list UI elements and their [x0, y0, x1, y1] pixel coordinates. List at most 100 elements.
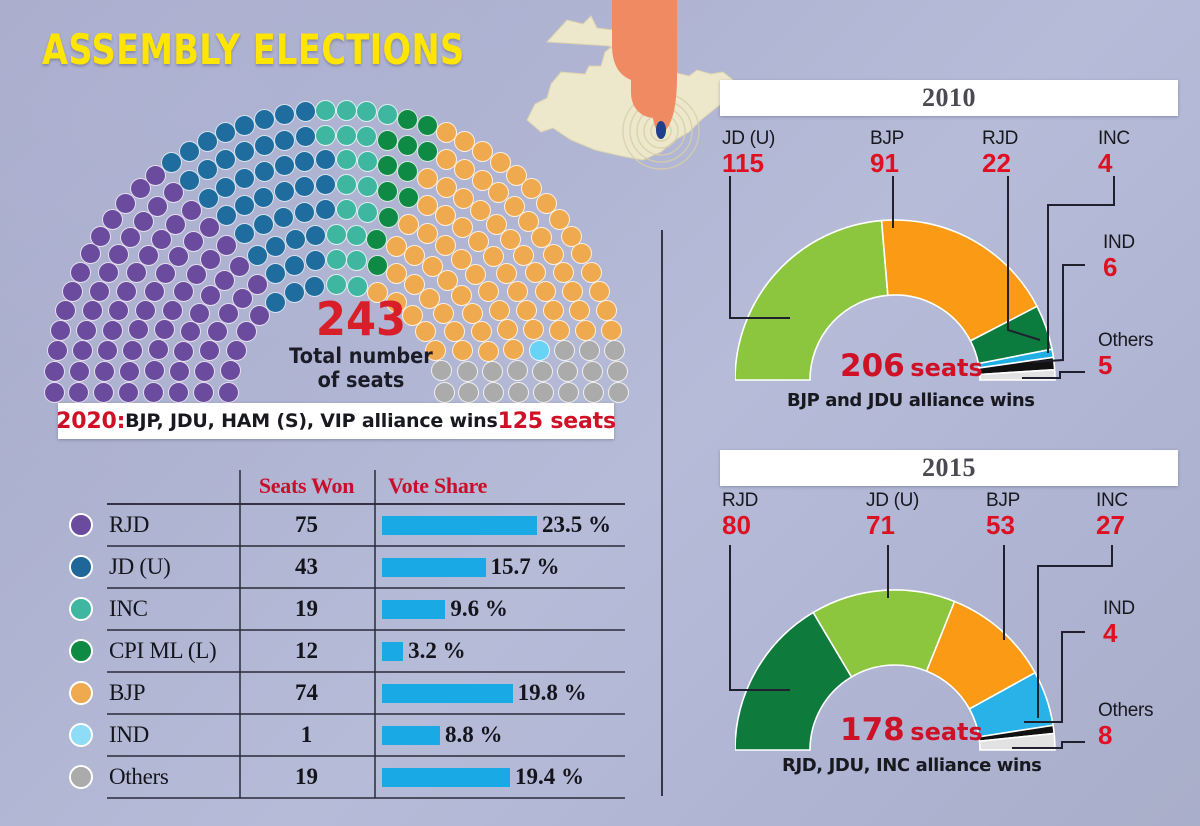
seat-dot — [225, 340, 247, 362]
seat-dot — [198, 217, 220, 239]
seat-dot — [453, 187, 475, 209]
seat-dot — [542, 244, 564, 266]
party-name: CPI ML (L) — [109, 638, 217, 663]
seats-won-value: 1 — [300, 722, 313, 747]
seat-dot — [188, 302, 210, 324]
seat-dot — [147, 196, 169, 218]
col-header-vote-share: Vote Share — [388, 473, 488, 498]
seat-dot — [81, 300, 103, 322]
seat-dot — [478, 281, 500, 303]
seat-dot — [500, 228, 522, 250]
seat-dot — [213, 269, 235, 291]
index-finger-icon — [651, 0, 677, 131]
seat-dot — [68, 381, 90, 403]
seat-dot — [397, 213, 419, 235]
vote-share-bar — [382, 599, 446, 619]
party-name: JD (U) — [109, 554, 171, 579]
callout-party: IND — [1103, 598, 1135, 619]
callout-party: Others — [1098, 700, 1154, 721]
donut-slice-JDU[interactable] — [735, 219, 889, 381]
seat-dot — [377, 180, 399, 202]
callout-value: 27 — [1096, 510, 1125, 540]
seat-dot — [235, 321, 257, 343]
seat-dot — [97, 261, 119, 283]
seat-dot — [404, 244, 426, 266]
seat-dot — [173, 340, 195, 362]
seat-dot — [93, 381, 115, 403]
callout-bjp: BJP 53 — [986, 490, 1020, 539]
party-name: Others — [109, 764, 169, 789]
callout-inc: INC 27 — [1096, 490, 1128, 539]
seat-dot — [431, 360, 453, 382]
seat-dot — [560, 225, 582, 247]
seat-dot — [265, 291, 287, 313]
vote-share-cell: 15.7 % — [374, 554, 625, 580]
seat-dot — [153, 319, 175, 341]
table-row[interactable]: IND 1 8.8 % — [55, 714, 625, 756]
seat-dot — [335, 124, 357, 146]
seat-dot — [126, 262, 148, 284]
callout-value: 5 — [1098, 350, 1113, 380]
seat-dot — [416, 141, 438, 163]
callout-party: RJD — [982, 128, 1019, 149]
seats-won-value: 75 — [295, 512, 318, 537]
banner-seats: 125 seats — [497, 408, 616, 434]
seat-dot — [435, 149, 457, 171]
seat-dot — [471, 321, 493, 343]
seat-dot — [403, 274, 425, 296]
seat-dot — [150, 228, 172, 250]
seat-dot — [325, 273, 347, 295]
seat-dot — [356, 151, 378, 173]
seat-dot — [523, 319, 545, 341]
seat-dot — [495, 263, 517, 284]
seat-dot — [506, 280, 528, 302]
seat-dot — [435, 205, 457, 227]
seat-dot — [197, 187, 219, 209]
seat-dot — [465, 264, 487, 286]
seat-dot — [162, 182, 184, 204]
vote-share-cell: 3.2 % — [374, 638, 625, 664]
seat-dot — [129, 178, 151, 200]
seat-dot — [315, 149, 337, 171]
seat-dot — [62, 280, 84, 302]
donut-slice-Others[interactable] — [978, 732, 1056, 751]
table-row[interactable]: JD (U) 43 15.7 % — [55, 546, 625, 588]
table-column-divider — [239, 470, 241, 798]
seat-dot — [217, 381, 239, 403]
seat-dot — [314, 199, 336, 221]
seat-dot — [75, 319, 97, 341]
seat-dot — [532, 381, 554, 403]
seat-dot — [246, 244, 268, 266]
seat-dot — [397, 160, 419, 182]
seat-dot — [419, 287, 441, 309]
seat-dot — [534, 280, 556, 302]
table-row[interactable]: CPI ML (L) 12 3.2 % — [55, 630, 625, 672]
seat-dot — [470, 199, 492, 221]
table-row[interactable]: RJD 75 23.5 % — [55, 504, 625, 546]
table-row[interactable]: Others 19 19.4 % — [55, 756, 625, 798]
seat-dot — [366, 281, 388, 303]
seat-dot — [265, 235, 287, 257]
seat-dot — [200, 248, 222, 270]
seat-dot — [396, 108, 418, 130]
seat-dot — [207, 321, 229, 343]
seat-dot — [116, 280, 138, 302]
seat-dot — [119, 360, 141, 382]
table-row[interactable]: BJP 74 19.8 % — [55, 672, 625, 714]
seat-dot — [304, 275, 326, 297]
callout-value: 53 — [986, 510, 1015, 540]
caption-2010: BJP and JDU alliance wins — [787, 390, 1035, 411]
seat-dot — [46, 340, 68, 362]
seat-dot — [199, 340, 221, 362]
party-color-swatch — [55, 597, 107, 621]
seat-dot — [505, 164, 527, 186]
seat-dot — [179, 321, 201, 343]
hand-icon — [612, 0, 655, 118]
seat-dot — [88, 280, 110, 302]
seat-dot — [366, 255, 388, 277]
seat-dot — [253, 213, 275, 235]
table-row[interactable]: INC 19 9.6 % — [55, 588, 625, 630]
